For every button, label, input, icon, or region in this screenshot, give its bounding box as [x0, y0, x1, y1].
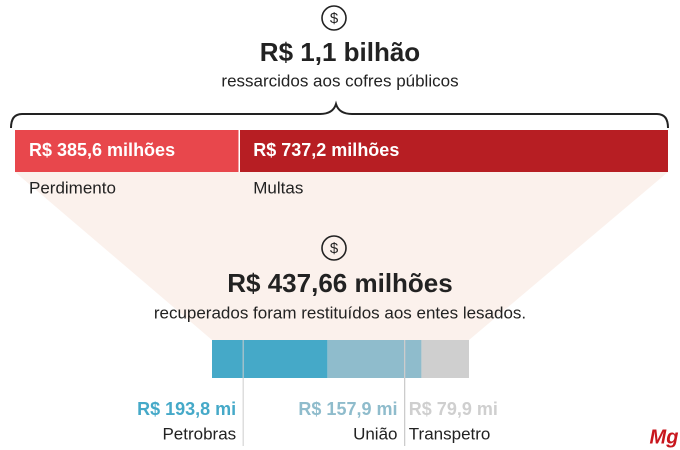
value-label: R$ 193,8 mi: [137, 399, 236, 419]
svg-text:$: $: [330, 240, 339, 257]
value-label: R$ 385,6 milhões: [29, 140, 175, 160]
value-label: R$ 157,9 mi: [298, 399, 397, 419]
category-label: Multas: [253, 178, 303, 197]
bracket: [10, 100, 669, 129]
subtitle: recuperados foram restituídos aos entes …: [154, 303, 526, 322]
bar-segment: [212, 340, 328, 378]
logo: Mg: [650, 426, 679, 448]
category-label: Transpetro: [409, 424, 491, 443]
bar-segment: [239, 130, 668, 172]
category-label: Petrobras: [162, 424, 236, 443]
title: R$ 437,66 milhões: [227, 268, 452, 298]
value-label: R$ 737,2 milhões: [253, 140, 399, 160]
bar-segment: [421, 340, 469, 378]
dollar-icon: $: [321, 5, 347, 31]
subtitle: ressarcidos aos cofres públicos: [221, 71, 458, 90]
value-label: R$ 79,9 mi: [409, 399, 498, 419]
bar-segment: [15, 130, 240, 172]
title: R$ 1,1 bilhão: [260, 37, 420, 67]
funnel-background: [15, 172, 668, 340]
category-label: União: [353, 424, 397, 443]
svg-text:$: $: [330, 10, 339, 27]
category-label: Perdimento: [29, 178, 116, 197]
dollar-icon: $: [321, 235, 347, 261]
bar-segment: [327, 340, 422, 378]
